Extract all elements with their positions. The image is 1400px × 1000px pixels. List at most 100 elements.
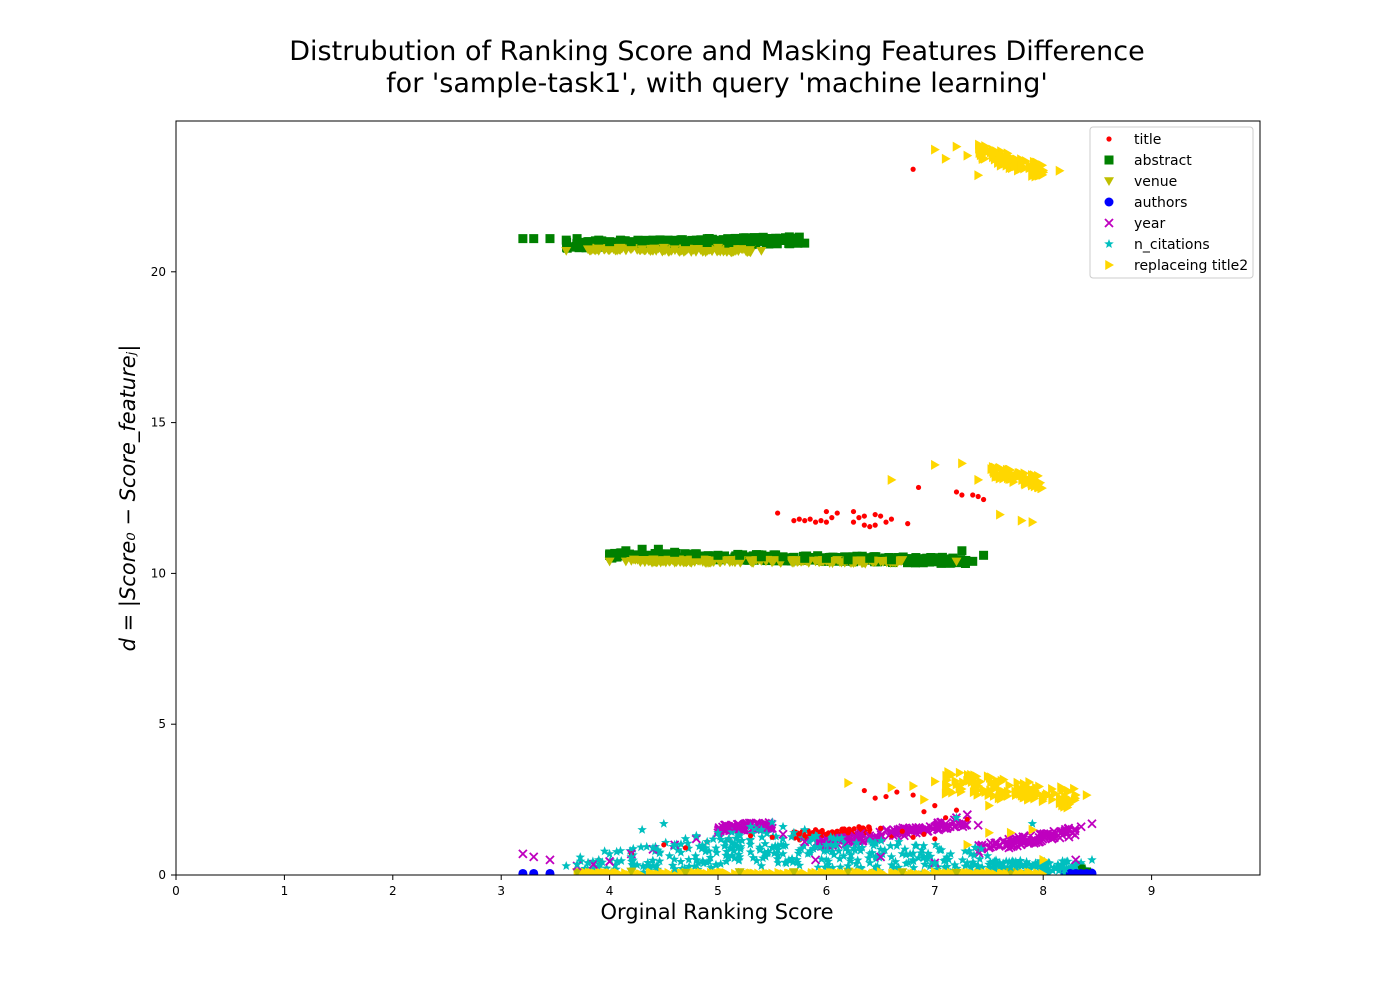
data-point <box>778 821 788 831</box>
cluster-point <box>958 870 968 875</box>
cluster-point <box>760 851 771 861</box>
cluster-point <box>948 769 958 780</box>
data-point <box>875 844 886 854</box>
cluster-point <box>676 839 686 849</box>
data-point <box>1087 868 1097 875</box>
legend-box <box>1089 126 1254 279</box>
data-point <box>812 827 819 833</box>
cluster-point <box>810 842 820 851</box>
legend-label: n_citations <box>1134 237 1210 253</box>
cluster-point <box>727 838 737 847</box>
data-point <box>883 793 889 800</box>
data-point <box>823 508 830 515</box>
cluster-point <box>595 859 605 869</box>
data-point <box>746 237 756 247</box>
data-point <box>930 555 940 565</box>
cluster-point <box>945 849 956 859</box>
data-point <box>583 237 593 247</box>
data-point <box>996 509 1005 520</box>
cluster-point <box>770 841 780 850</box>
data-point <box>959 492 965 498</box>
cluster-point <box>813 862 823 872</box>
data-point <box>810 557 821 567</box>
cluster-point <box>957 855 968 865</box>
cluster-point <box>1066 863 1076 873</box>
legend-marker <box>1104 218 1114 228</box>
cluster-point <box>754 868 764 875</box>
cluster-point <box>935 845 946 855</box>
cluster-point <box>822 845 832 855</box>
cluster-point <box>638 867 649 875</box>
cluster-point <box>916 848 926 858</box>
cluster-point <box>730 840 740 850</box>
data-point <box>834 510 840 516</box>
cluster-point <box>683 843 694 853</box>
cluster-point <box>866 835 876 845</box>
data-point <box>821 839 832 849</box>
cluster-point <box>859 868 869 875</box>
cluster-point <box>997 159 1007 170</box>
cluster-point <box>788 857 798 867</box>
cluster-point <box>829 849 839 859</box>
data-point <box>974 474 984 485</box>
cluster-point <box>1053 859 1063 869</box>
cluster-point <box>966 849 976 859</box>
data-point <box>958 458 967 469</box>
data-point <box>931 459 940 470</box>
cluster-point <box>687 235 697 245</box>
data-point <box>788 556 799 565</box>
cluster-point <box>983 146 993 157</box>
cluster-point <box>772 853 783 863</box>
cluster-point <box>598 244 609 253</box>
data-point <box>648 235 658 245</box>
data-point <box>845 830 851 836</box>
legend-label: venue <box>1134 174 1177 190</box>
cluster-point <box>747 828 758 838</box>
data-point <box>1038 831 1048 841</box>
data-point <box>767 817 777 827</box>
data-point <box>615 235 625 245</box>
cluster-point <box>942 770 952 781</box>
data-point <box>962 810 972 820</box>
data-point <box>910 166 916 172</box>
y-axis: 0 5 10 15 20 <box>151 265 176 882</box>
x-tick-label: 0 <box>172 884 180 898</box>
data-point <box>957 546 967 556</box>
cluster-point <box>751 550 761 560</box>
cluster-point <box>745 835 755 845</box>
data-point <box>745 821 756 831</box>
cluster-point <box>720 837 731 846</box>
x-tick-label: 8 <box>1039 884 1047 898</box>
cluster-point <box>835 862 846 872</box>
data-point <box>920 794 929 805</box>
cluster-point <box>923 848 933 858</box>
cluster-point <box>870 838 880 848</box>
cluster-point <box>890 856 901 866</box>
data-point <box>822 868 832 875</box>
cluster-point <box>796 844 806 854</box>
cluster-point <box>690 851 701 861</box>
y-axis-label: d = |Score₀ − Score_featureⱼ| <box>116 345 141 652</box>
cluster-point <box>1004 843 1014 853</box>
cluster-point <box>1064 785 1073 796</box>
cluster-point <box>727 827 737 837</box>
data-point <box>940 854 951 864</box>
x-tick-label: 9 <box>1148 884 1156 898</box>
plot-marks <box>518 139 1097 875</box>
cluster-point <box>913 852 924 862</box>
data-point <box>702 557 713 567</box>
cluster-point <box>798 840 809 850</box>
cluster-replaceing-title2-14 <box>942 767 1081 813</box>
data-point <box>829 515 835 521</box>
data-point <box>1012 161 1022 172</box>
data-point <box>518 849 528 859</box>
data-point <box>745 557 756 567</box>
data-point <box>680 556 691 565</box>
cluster-point <box>925 851 936 861</box>
cluster-point <box>787 853 797 863</box>
data-point <box>572 859 582 869</box>
cluster-point <box>880 845 890 855</box>
data-point <box>905 521 911 527</box>
cluster-point <box>827 846 837 856</box>
data-point <box>713 827 723 837</box>
